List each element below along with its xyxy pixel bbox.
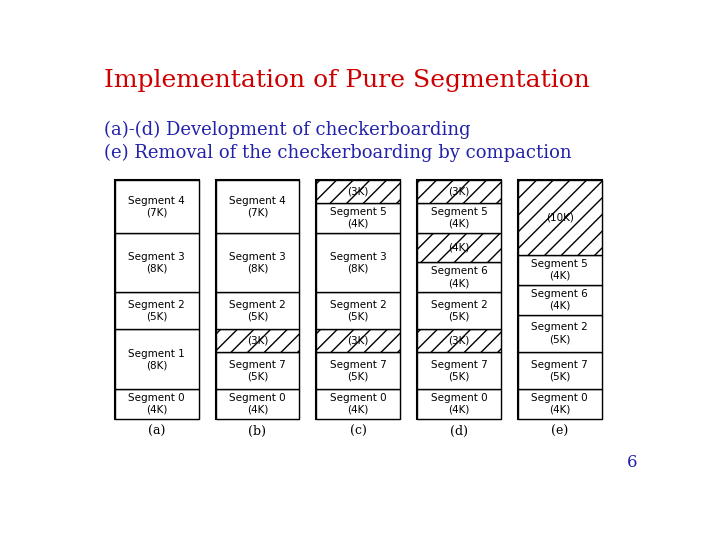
Text: Segment 3
(8K): Segment 3 (8K)	[229, 252, 286, 273]
Text: Segment 2
(5K): Segment 2 (5K)	[531, 322, 588, 344]
Text: Segment 2
(5K): Segment 2 (5K)	[229, 300, 286, 322]
Bar	[417, 352, 500, 389]
Bar	[518, 180, 601, 419]
Text: Segment 3
(8K): Segment 3 (8K)	[128, 252, 185, 273]
Text: Segment 5
(4K): Segment 5 (4K)	[431, 207, 487, 228]
Text: Segment 0
(4K): Segment 0 (4K)	[229, 393, 286, 415]
Text: Segment 0
(4K): Segment 0 (4K)	[330, 393, 387, 415]
Text: Segment 0
(4K): Segment 0 (4K)	[128, 393, 185, 415]
Bar	[316, 352, 400, 389]
Text: Segment 0
(4K): Segment 0 (4K)	[531, 393, 588, 415]
Text: (a): (a)	[148, 425, 166, 438]
Bar	[215, 180, 300, 233]
Bar	[417, 292, 500, 329]
Text: (3K): (3K)	[449, 186, 469, 197]
Bar	[316, 292, 400, 329]
Bar	[417, 262, 500, 292]
Text: (e) Removal of the checkerboarding by compaction: (e) Removal of the checkerboarding by co…	[104, 144, 572, 163]
Text: Segment 6
(4K): Segment 6 (4K)	[531, 289, 588, 310]
Text: (10K): (10K)	[546, 213, 574, 222]
Text: Segment 1
(8K): Segment 1 (8K)	[128, 348, 185, 370]
Text: Segment 7
(5K): Segment 7 (5K)	[229, 360, 286, 381]
Bar	[316, 180, 400, 419]
Bar	[518, 255, 601, 285]
Bar	[518, 389, 601, 419]
Text: (e): (e)	[551, 425, 568, 438]
Text: (3K): (3K)	[348, 186, 369, 197]
Text: 6: 6	[626, 454, 637, 471]
Bar	[417, 180, 500, 419]
Bar	[518, 180, 601, 255]
Text: Segment 7
(5K): Segment 7 (5K)	[431, 360, 487, 381]
Text: Segment 7
(5K): Segment 7 (5K)	[531, 360, 588, 381]
Bar	[518, 315, 601, 352]
Bar	[518, 285, 601, 315]
Bar	[316, 180, 400, 202]
Bar	[215, 329, 300, 352]
Bar	[114, 233, 199, 292]
Text: (4K): (4K)	[449, 242, 469, 252]
Text: (c): (c)	[350, 425, 366, 438]
Bar	[417, 180, 500, 202]
Bar	[316, 329, 400, 352]
Bar	[417, 233, 500, 262]
Bar	[215, 180, 300, 419]
Text: Segment 2
(5K): Segment 2 (5K)	[128, 300, 185, 322]
Text: (3K): (3K)	[247, 336, 268, 346]
Bar	[316, 389, 400, 419]
Text: Segment 4
(7K): Segment 4 (7K)	[128, 195, 185, 217]
Bar	[114, 180, 199, 233]
Text: Segment 3
(8K): Segment 3 (8K)	[330, 252, 387, 273]
Text: Segment 0
(4K): Segment 0 (4K)	[431, 393, 487, 415]
Bar	[215, 389, 300, 419]
Text: (3K): (3K)	[348, 336, 369, 346]
Bar	[215, 292, 300, 329]
Bar	[518, 352, 601, 389]
Bar	[215, 233, 300, 292]
Text: Segment 6
(4K): Segment 6 (4K)	[431, 266, 487, 288]
Text: (3K): (3K)	[449, 336, 469, 346]
Bar	[316, 202, 400, 233]
Text: Segment 2
(5K): Segment 2 (5K)	[330, 300, 387, 322]
Text: (b): (b)	[248, 425, 266, 438]
Bar	[114, 389, 199, 419]
Text: Segment 5
(4K): Segment 5 (4K)	[330, 207, 387, 228]
Bar	[417, 389, 500, 419]
Bar	[114, 180, 199, 419]
Text: Segment 5
(4K): Segment 5 (4K)	[531, 259, 588, 281]
Text: Segment 2
(5K): Segment 2 (5K)	[431, 300, 487, 322]
Bar	[114, 292, 199, 329]
Bar	[417, 202, 500, 233]
Bar	[417, 329, 500, 352]
Text: (a)-(d) Development of checkerboarding: (a)-(d) Development of checkerboarding	[104, 121, 471, 139]
Bar	[215, 352, 300, 389]
Text: Segment 7
(5K): Segment 7 (5K)	[330, 360, 387, 381]
Bar	[316, 233, 400, 292]
Text: Implementation of Pure Segmentation: Implementation of Pure Segmentation	[104, 69, 590, 92]
Text: (d): (d)	[450, 425, 468, 438]
Bar	[114, 329, 199, 389]
Text: Segment 4
(7K): Segment 4 (7K)	[229, 195, 286, 217]
